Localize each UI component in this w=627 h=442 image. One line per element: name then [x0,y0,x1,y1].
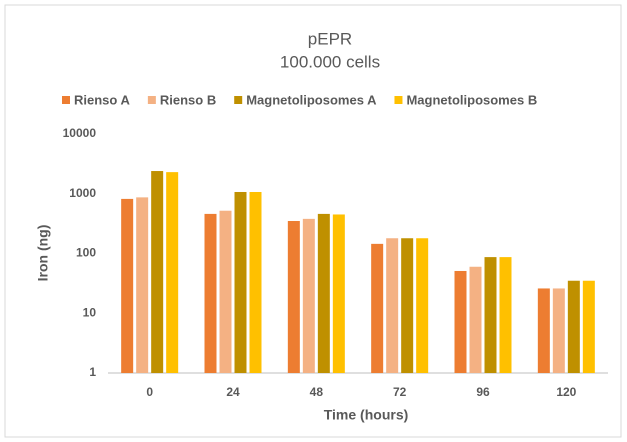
x-tick-label: 24 [226,385,240,399]
x-axis-label: Time (hours) [324,407,409,423]
y-tick-label: 10000 [63,126,97,140]
bar [249,191,262,373]
x-tick-label: 96 [476,385,490,399]
x-tick-label: 0 [146,385,153,399]
y-tick-label: 1000 [69,186,96,200]
legend-swatch [394,96,403,104]
legend-swatch [147,96,156,104]
bar [469,266,482,373]
x-tick-label: 120 [556,385,576,399]
legend-label: Rienso A [74,92,130,107]
bar [582,280,595,373]
y-axis-label: Iron (ng) [35,225,51,282]
bar [454,270,467,373]
bar [484,257,497,373]
chart-subtitle: 100.000 cells [280,52,380,71]
bar [166,172,179,373]
chart-title: pEPR [308,29,352,48]
y-tick-label: 100 [76,246,96,260]
bar [287,220,300,373]
bar [121,198,134,373]
bar [317,213,330,373]
bar [499,257,512,373]
bar [386,238,399,373]
legend-swatch [234,96,243,104]
bar [371,243,384,373]
legend-label: Rienso B [160,92,216,107]
legend-label: Magnetoliposomes A [246,92,377,107]
bar [219,210,232,373]
bar [537,288,550,373]
bar [416,238,429,373]
y-tick-label: 10 [83,305,97,319]
bar [567,280,580,373]
bar [234,191,247,373]
bar [552,288,565,373]
bar [204,213,217,373]
y-tick-label: 1 [89,365,96,379]
bar [302,218,315,373]
bar [151,171,164,373]
legend-swatch [62,96,70,104]
x-tick-label: 48 [310,385,324,399]
legend-label: Magnetoliposomes B [406,92,537,107]
bar [136,197,149,373]
x-tick-label: 72 [393,385,407,399]
bar [332,214,345,373]
bar [401,238,414,373]
